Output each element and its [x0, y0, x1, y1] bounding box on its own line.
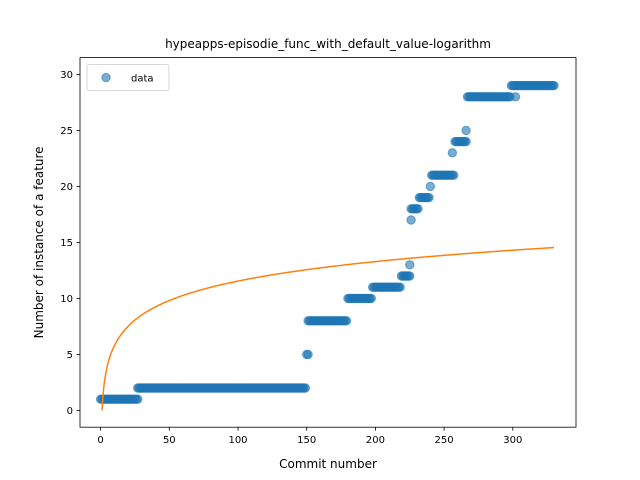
data-point: [300, 383, 311, 393]
data-point: [424, 192, 434, 203]
x-axis-label: Commit number: [279, 457, 377, 471]
y-tick-label: 25: [60, 126, 73, 137]
data-point: [510, 92, 521, 102]
x-tick-label: 0: [97, 435, 103, 446]
data-point: [303, 349, 313, 360]
data-point: [405, 260, 415, 270]
x-tick-label: 300: [503, 435, 522, 446]
data-point: [425, 181, 436, 192]
axes: 0 50 100 150 200 250 300 0 5 10 15 20 25 30: [60, 70, 522, 446]
data-point: [366, 293, 376, 304]
chart-title: hypeapps-episodie_func_with_default_valu…: [165, 37, 491, 51]
legend: data: [86, 64, 170, 91]
data-point: [413, 204, 423, 214]
data-point: [395, 282, 405, 292]
y-tick-label: 30: [60, 70, 73, 81]
y-tick-label: 5: [67, 350, 73, 361]
x-tick-label: 100: [228, 435, 247, 446]
data-point: [405, 271, 415, 281]
legend-label: data: [131, 74, 154, 85]
data-point: [406, 215, 416, 225]
data-points: [95, 80, 559, 404]
data-point: [549, 80, 559, 91]
y-tick-label: 15: [60, 238, 73, 249]
data-point: [461, 125, 471, 136]
data-point: [341, 316, 352, 326]
fit-line: [101, 246, 555, 411]
x-tick-label: 50: [163, 435, 176, 446]
plot-area: [95, 80, 559, 411]
y-tick-label: 20: [60, 182, 73, 193]
legend-marker: [101, 72, 111, 83]
data-point: [447, 148, 458, 158]
y-axis-label: Number of instance of a feature: [32, 146, 46, 338]
y-tick-label: 10: [60, 294, 73, 305]
data-point: [461, 136, 471, 147]
legend-box: [86, 64, 170, 91]
x-tick-label: 150: [297, 435, 316, 446]
y-tick-label: 0: [67, 406, 73, 417]
data-point: [133, 394, 143, 404]
data-point: [449, 170, 459, 180]
x-tick-label: 250: [435, 435, 454, 446]
x-tick-label: 200: [366, 435, 385, 446]
